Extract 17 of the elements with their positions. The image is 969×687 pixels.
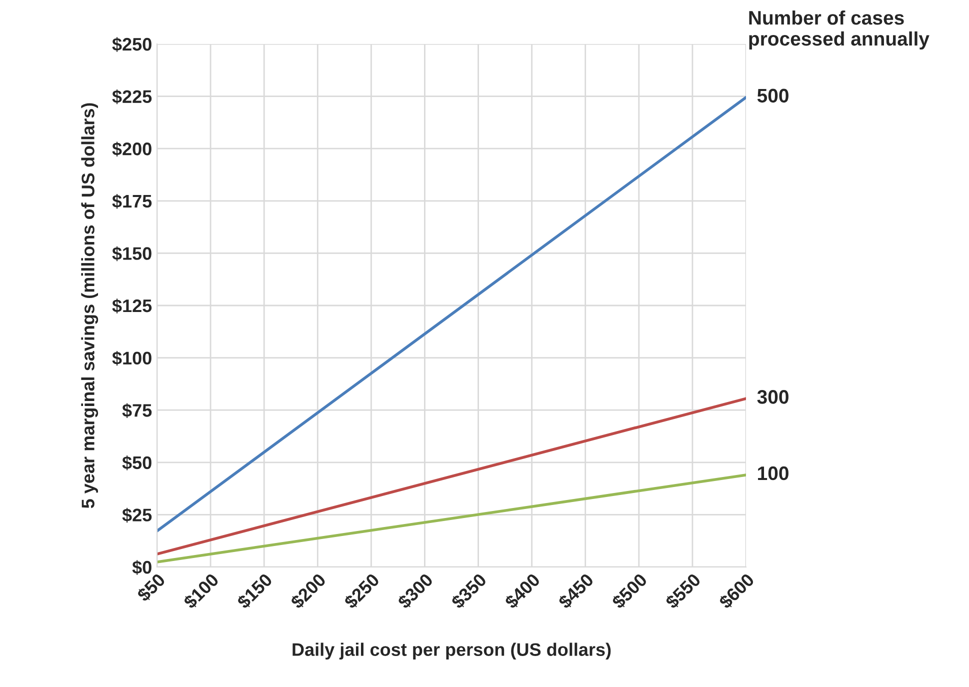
y-tick-label: $100 (112, 350, 152, 366)
x-axis-title: Daily jail cost per person (US dollars) (292, 642, 611, 660)
y-tick-label: $50 (122, 456, 152, 470)
y-tick-label: $0 (132, 560, 152, 575)
y-tick-label: $150 (112, 246, 152, 262)
y-tick-label: $75 (122, 403, 152, 418)
y-tick-label: $175 (112, 194, 152, 209)
y-tick-label: $25 (122, 508, 152, 523)
y-tick-label: $225 (112, 89, 152, 104)
legend-title: Number of cases processed annually (749, 10, 930, 50)
series-label: 500 (757, 88, 788, 103)
y-axis-title: 5 year marginal savings (millions of US dollars) (81, 103, 98, 508)
y-tick-label: $125 (112, 298, 152, 314)
series-label: 100 (758, 466, 788, 480)
series-label: 300 (757, 390, 788, 404)
y-tick-label: $250 (112, 37, 152, 52)
y-tick-label: $200 (112, 142, 152, 156)
